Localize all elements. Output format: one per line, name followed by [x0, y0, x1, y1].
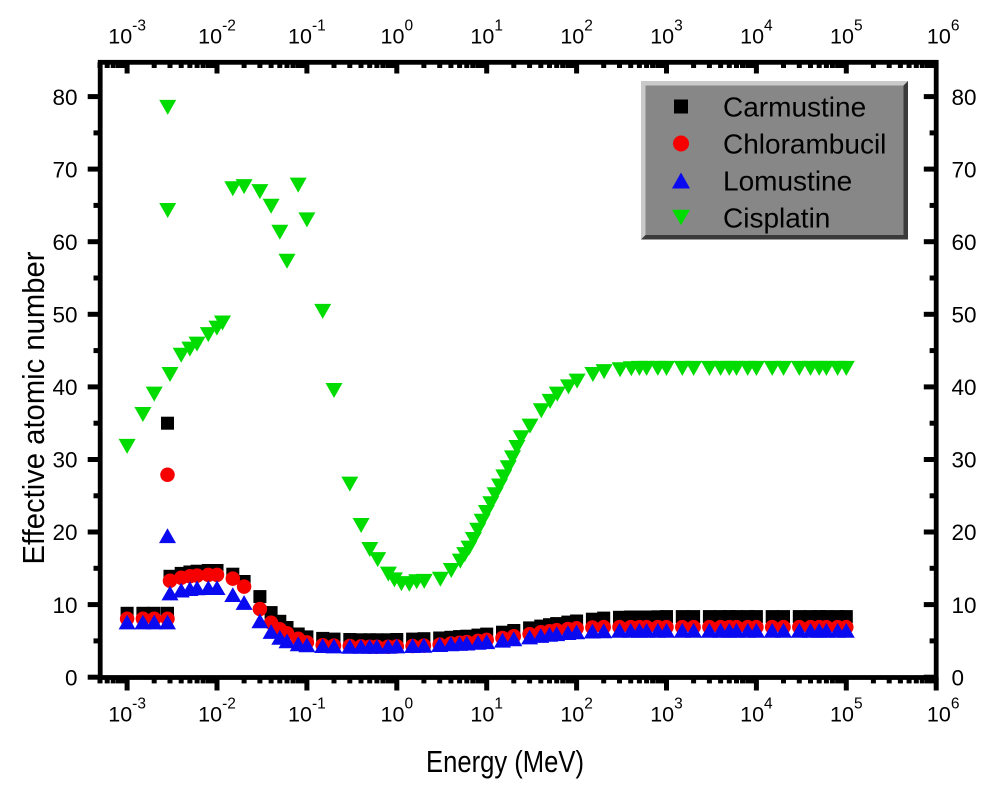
- svg-text:70: 70: [52, 157, 77, 182]
- svg-text:Energy (MeV): Energy (MeV): [426, 744, 584, 779]
- svg-text:Lomustine: Lomustine: [723, 166, 852, 197]
- svg-text:0: 0: [952, 665, 965, 690]
- svg-text:10: 10: [952, 593, 977, 618]
- svg-text:10: 10: [52, 593, 77, 618]
- svg-text:60: 60: [52, 230, 77, 255]
- svg-text:Cisplatin: Cisplatin: [723, 203, 830, 234]
- svg-text:80: 80: [52, 85, 77, 110]
- svg-text:50: 50: [52, 303, 77, 328]
- svg-text:20: 20: [52, 520, 77, 545]
- svg-text:80: 80: [952, 85, 977, 110]
- svg-text:30: 30: [952, 448, 977, 473]
- svg-text:Effective atomic number: Effective atomic number: [16, 252, 51, 565]
- svg-text:30: 30: [52, 448, 77, 473]
- svg-text:40: 40: [52, 375, 77, 400]
- svg-text:Carmustine: Carmustine: [723, 92, 866, 123]
- svg-text:20: 20: [952, 520, 977, 545]
- svg-text:60: 60: [952, 230, 977, 255]
- svg-text:40: 40: [952, 375, 977, 400]
- svg-text:50: 50: [952, 303, 977, 328]
- svg-text:Chlorambucil: Chlorambucil: [723, 129, 886, 160]
- svg-text:70: 70: [952, 157, 977, 182]
- svg-text:0: 0: [65, 665, 78, 690]
